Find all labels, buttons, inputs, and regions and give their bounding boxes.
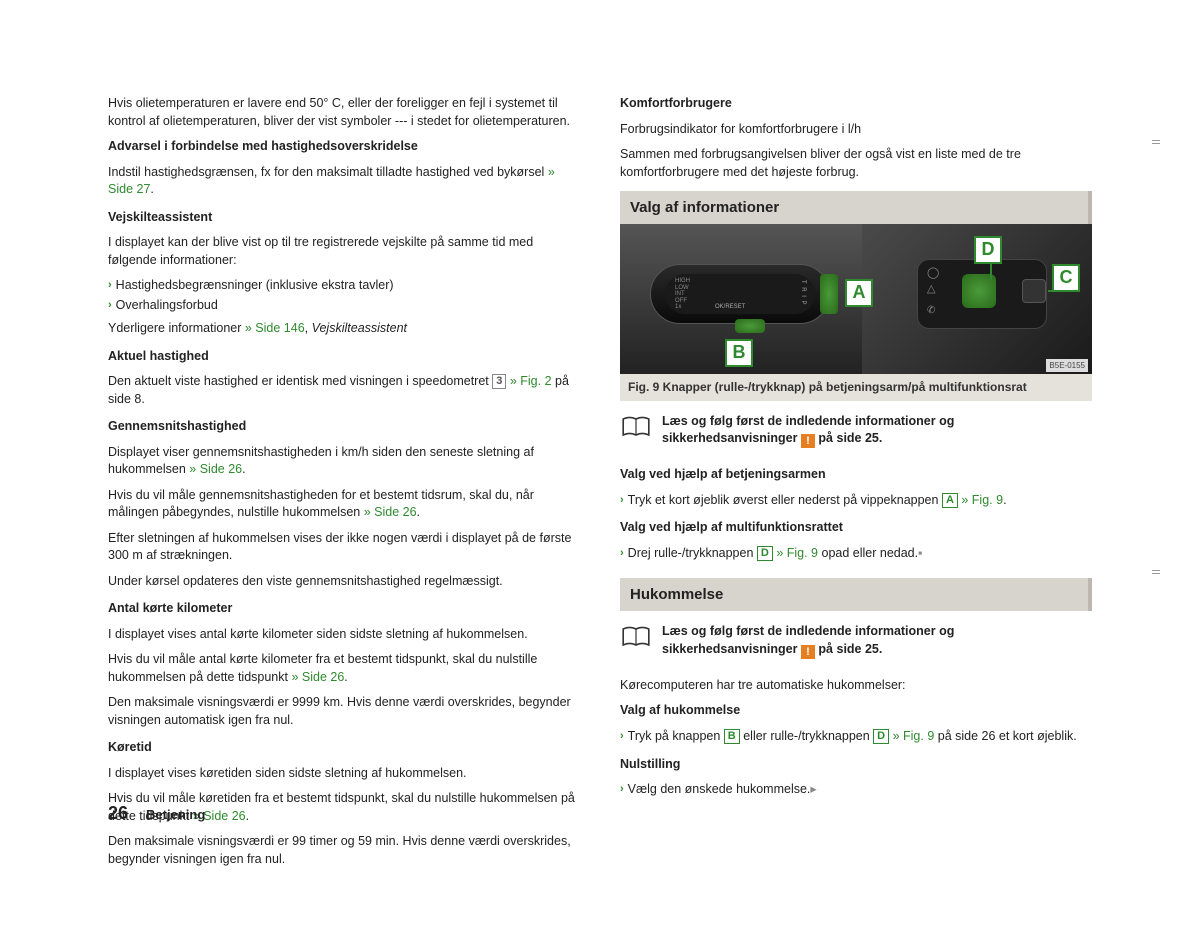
body-text: Under kørsel opdateres den viste gennems…: [108, 573, 580, 591]
right-column: Komfortforbrugere Forbrugsindikator for …: [620, 95, 1092, 878]
bullet-icon: ›: [620, 728, 624, 746]
body-text: Sammen med forbrugsangivelsen bliver der…: [620, 146, 1092, 181]
body-text: Indstil hastighedsgrænsen, fx for den ma…: [108, 164, 580, 199]
ref-box-a: A: [942, 493, 958, 508]
list-item: ›Overhalingsforbud: [108, 297, 580, 315]
callout-a: A: [845, 279, 873, 307]
crop-mark: [1152, 140, 1160, 146]
figure-image: HIGH LOW INT OFF 1x OK/RESET T R I P A B…: [620, 224, 1092, 374]
body-text: Den maksimale visningsværdi er 9999 km. …: [108, 694, 580, 729]
heading: Gennemsnitshastighed: [108, 418, 580, 436]
figure-ref-link[interactable]: » Fig. 9: [889, 729, 934, 743]
crop-mark: [1152, 570, 1160, 576]
heading: Valg ved hjælp af betjeningsarmen: [620, 466, 1092, 484]
warning-icon: !: [801, 434, 815, 448]
heading: Valg ved hjælp af multifunktionsrattet: [620, 519, 1092, 537]
footer-section: Betjening: [146, 806, 205, 824]
page-ref-link[interactable]: » Side 26: [189, 462, 242, 476]
body-text: Kørecomputeren har tre automatiske hukom…: [620, 677, 1092, 695]
body-text: Forbrugsindikator for komfortforbrugere …: [620, 121, 1092, 139]
list-item: › Tryk på knappen B eller rulle-/trykkna…: [620, 728, 1092, 746]
note-text: Læs og følg først de indledende informat…: [662, 413, 1092, 449]
body-text: Den maksimale visningsværdi er 99 timer …: [108, 833, 580, 868]
figure-ref-box: 3: [492, 374, 506, 389]
button-b: [735, 319, 765, 333]
heading: Køretid: [108, 739, 580, 757]
left-column: Hvis olietemperaturen er lavere end 50° …: [108, 95, 580, 878]
bullet-icon: ›: [620, 492, 624, 510]
page-ref-link[interactable]: » Side 146: [245, 321, 305, 335]
list-item: › Vælg den ønskede hukommelse. ▸: [620, 781, 1092, 799]
figure-id: B5E-0155: [1046, 359, 1088, 372]
section-heading: Hukommelse: [620, 578, 1092, 611]
page-ref-link[interactable]: » Side 26: [291, 670, 344, 684]
body-text: Hvis olietemperaturen er lavere end 50° …: [108, 95, 580, 130]
continuation-mark-icon: ▪: [918, 545, 922, 563]
callout-c: C: [1052, 264, 1080, 292]
warning-icon: !: [801, 645, 815, 659]
list-item: › Drej rulle-/trykknappen D » Fig. 9 opa…: [620, 545, 1092, 563]
bullet-icon: ›: [620, 545, 624, 563]
section-heading: Valg af informationer: [620, 191, 1092, 224]
figure-caption: Fig. 9 Knapper (rulle-/trykknap) på betj…: [620, 374, 1092, 401]
button-c: [1022, 279, 1046, 303]
page-content: Hvis olietemperaturen er lavere end 50° …: [0, 0, 1200, 938]
body-text: Hvis du vil måle antal kørte kilometer f…: [108, 651, 580, 686]
rocker-button-a: [820, 274, 838, 314]
list-item: › Tryk et kort øjeblik øverst eller nede…: [620, 492, 1092, 510]
callout-b: B: [725, 339, 753, 367]
body-text: Yderligere informationer » Side 146, Vej…: [108, 320, 580, 338]
body-text: Efter sletningen af hukommelsen vises de…: [108, 530, 580, 565]
stalk-face: HIGH LOW INT OFF 1x OK/RESET T R I P: [665, 274, 815, 314]
ref-box-d: D: [757, 546, 773, 561]
page-number: 26: [108, 801, 128, 826]
heading: Komfortforbrugere: [620, 95, 1092, 113]
callout-d: D: [974, 236, 1002, 264]
book-icon: [620, 623, 652, 667]
bullet-icon: ›: [108, 277, 112, 295]
figure-ref-link[interactable]: » Fig. 2: [506, 374, 551, 388]
heading: Antal kørte kilometer: [108, 600, 580, 618]
page-ref-link[interactable]: » Side 26: [364, 505, 417, 519]
continuation-arrow-icon: ▸: [810, 781, 816, 799]
heading: Valg af hukommelse: [620, 702, 1092, 720]
heading: Advarsel i forbindelse med hastighedsove…: [108, 138, 580, 156]
body-text: I displayet kan der blive vist op til tr…: [108, 234, 580, 269]
figure-ref-link[interactable]: » Fig. 9: [958, 493, 1003, 507]
list-item: ›Hastighedsbegrænsninger (inklusive ekst…: [108, 277, 580, 295]
page-footer: 26 Betjening: [108, 801, 205, 826]
ref-box-b: B: [724, 729, 740, 744]
read-first-note: Læs og følg først de indledende informat…: [620, 623, 1092, 667]
figure-ref-link[interactable]: » Fig. 9: [773, 546, 818, 560]
bullet-icon: ›: [620, 781, 624, 799]
heading: Nulstilling: [620, 756, 1092, 774]
body-text: I displayet vises køretiden siden sidste…: [108, 765, 580, 783]
body-text: Hvis du vil måle gennemsnitshastigheden …: [108, 487, 580, 522]
book-icon: [620, 413, 652, 457]
heading: Vejskilteassistent: [108, 209, 580, 227]
body-text: Den aktuelt viste hastighed er identisk …: [108, 373, 580, 408]
note-text: Læs og følg først de indledende informat…: [662, 623, 1092, 659]
body-text: Displayet viser gennemsnitshastigheden i…: [108, 444, 580, 479]
read-first-note: Læs og følg først de indledende informat…: [620, 413, 1092, 457]
ref-box-d: D: [873, 729, 889, 744]
bullet-icon: ›: [108, 297, 112, 315]
heading: Aktuel hastighed: [108, 348, 580, 366]
body-text: I displayet vises antal kørte kilometer …: [108, 626, 580, 644]
